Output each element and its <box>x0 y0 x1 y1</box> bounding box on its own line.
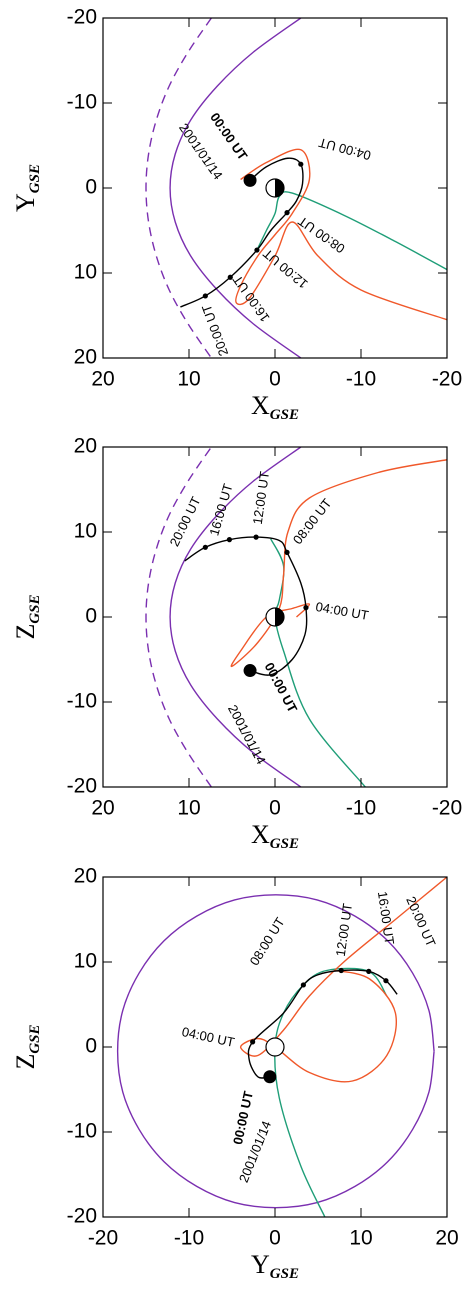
y-tick-label: 0 <box>85 605 97 628</box>
spacecraft-position <box>227 274 233 280</box>
x-tick-label: 10 <box>349 1227 372 1250</box>
axis-letter: Z <box>11 1054 40 1070</box>
curve <box>247 969 398 1079</box>
time-label: 00:00 UT <box>262 660 301 715</box>
time-label: 20:00 UT <box>167 494 204 549</box>
x-tick-label: -20 <box>432 797 462 820</box>
y-tick-label: -10 <box>67 690 97 713</box>
y-tick-label: -10 <box>67 91 97 114</box>
axis-letter: Y <box>251 1250 270 1279</box>
spacecraft-start <box>243 173 257 187</box>
x-axis-label: XGSE <box>251 391 299 423</box>
spacecraft-position <box>202 544 208 550</box>
curve <box>180 157 304 308</box>
curve <box>169 18 302 358</box>
y-tick-label: 0 <box>85 1035 97 1058</box>
time-label: 12:00 UT <box>333 902 355 957</box>
time-label: 04:00 UT <box>315 599 370 623</box>
x-tick-label: 0 <box>269 1227 281 1250</box>
spacecraft-position <box>366 968 372 974</box>
y-tick-label: 10 <box>74 950 97 973</box>
spacecraft-start <box>243 664 257 678</box>
time-label: 16:00 UT <box>375 890 397 945</box>
spacecraft-position <box>254 247 260 253</box>
spacecraft-position <box>284 549 290 556</box>
curve <box>169 447 302 787</box>
time-label: 04:00 UT <box>317 135 373 163</box>
plot-area <box>145 18 447 358</box>
x-tick-label: 0 <box>269 797 281 820</box>
spacecraft-position <box>226 537 233 543</box>
y-tick-label: -20 <box>67 6 97 29</box>
curve <box>145 18 212 358</box>
curve <box>230 459 447 668</box>
y-tick-label: 20 <box>74 865 97 888</box>
curve <box>145 447 212 787</box>
plot-area <box>116 877 447 1217</box>
axis-subscript: GSE <box>270 407 299 423</box>
axis-subscript: GSE <box>27 164 43 193</box>
time-label: 08:00 UT <box>247 915 288 968</box>
x-tick-label: 20 <box>435 1227 458 1250</box>
y-tick-label: 20 <box>74 346 97 369</box>
curve <box>274 967 388 1217</box>
y-tick-label: 0 <box>85 176 97 199</box>
x-tick-label: 0 <box>269 368 281 391</box>
x-tick-label: 20 <box>91 797 114 820</box>
plot-area <box>145 447 447 787</box>
time-label: 20:00 UT <box>199 303 231 358</box>
axis-subscript: GSE <box>27 1024 43 1053</box>
axis-letter: Y <box>11 193 40 212</box>
axis-subscript: GSE <box>270 836 299 852</box>
spacecraft-position <box>250 1039 256 1045</box>
spacecraft-position <box>300 982 306 988</box>
time-label: 04:00 UT <box>181 1024 236 1050</box>
spacecraft-position <box>303 605 309 611</box>
x-tick-label: -10 <box>346 797 376 820</box>
y-tick-label: 10 <box>74 261 97 284</box>
spacecraft-position <box>284 210 290 216</box>
y-axis-label: YGSE <box>11 164 43 212</box>
y-tick-label: 10 <box>74 520 97 543</box>
x-tick-label: -20 <box>88 1227 118 1250</box>
x-tick-label: 20 <box>91 368 114 391</box>
earth-night <box>275 179 284 197</box>
x-tick-label: 10 <box>177 797 200 820</box>
time-label: 08:00 UT <box>290 496 335 547</box>
axis-letter: Z <box>11 624 40 640</box>
x-tick-label: -10 <box>346 368 376 391</box>
y-tick-label: -20 <box>67 775 97 798</box>
y-tick-label: 20 <box>74 435 97 458</box>
spacecraft-position <box>202 293 208 299</box>
axis-subscript: GSE <box>27 594 43 623</box>
y-axis-label: ZGSE <box>11 594 43 639</box>
x-tick-label: -20 <box>432 368 462 391</box>
x-axis-label: YGSE <box>251 1250 299 1282</box>
time-label: 12:00 UT <box>250 470 272 525</box>
spacecraft-start <box>263 1070 277 1084</box>
y-tick-label: -20 <box>67 1205 97 1228</box>
y-tick-label: -10 <box>67 1120 97 1143</box>
x-tick-label: -10 <box>174 1227 204 1250</box>
curve <box>235 148 447 321</box>
spacecraft-position <box>298 161 304 167</box>
spacecraft-position <box>338 967 344 974</box>
spacecraft-position <box>253 534 259 540</box>
curve <box>116 894 435 1209</box>
spacecraft-position <box>383 978 389 984</box>
axis-letter: X <box>251 820 270 849</box>
earth <box>265 1037 285 1057</box>
axis-subscript: GSE <box>270 1266 299 1282</box>
y-axis-label: ZGSE <box>11 1024 43 1069</box>
time-label: 16:00 UT <box>206 482 235 538</box>
x-tick-label: 10 <box>177 368 200 391</box>
earth-night <box>275 608 284 626</box>
axis-letter: X <box>251 391 270 420</box>
curve <box>239 877 447 1083</box>
time-label: 20:00 UT <box>403 894 438 949</box>
x-axis-label: XGSE <box>251 820 299 852</box>
curve <box>270 538 366 787</box>
